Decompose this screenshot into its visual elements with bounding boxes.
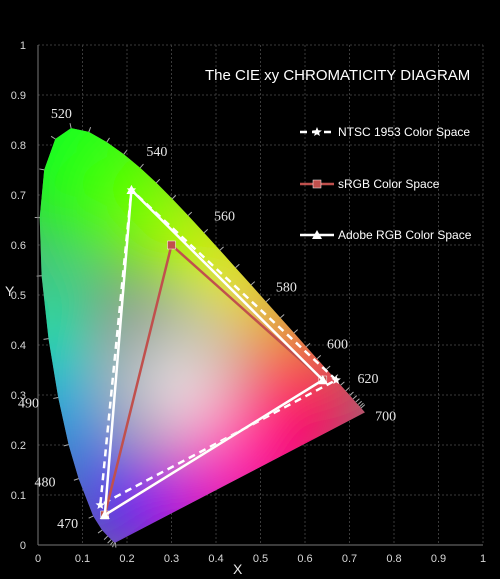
fill-blob [39, 345, 105, 445]
axes: 0 0.1 0.2 0.3 0.4 0.5 0.6 0.7 0.8 0.9 1 0 0.1 0.2 0.3 0… [11, 40, 486, 565]
locus-tick [280, 314, 285, 319]
locus-tick [235, 263, 240, 269]
x-tick-label: 0.7 [342, 553, 357, 565]
wavelength-label: 700 [375, 410, 396, 425]
y-tick-label: 0 [20, 540, 26, 552]
locus-tick [349, 391, 354, 396]
locus-tick [219, 246, 224, 251]
series-marker-star [312, 127, 322, 136]
series-marker-triangle [99, 510, 110, 519]
x-tick-label: 0.3 [164, 553, 179, 565]
y-tick-label: 0.5 [11, 290, 26, 302]
series-marker-square [167, 240, 176, 250]
y-tick-label: 0.2 [11, 440, 26, 452]
x-tick-label: 0.6 [297, 553, 312, 565]
locus-tick [187, 211, 193, 216]
locus-tick [171, 195, 177, 200]
locus-tick [139, 163, 144, 169]
locus-tick [107, 539, 112, 544]
series-marker-triangle [317, 375, 328, 384]
locus-tick [360, 404, 366, 409]
locus-tick [53, 397, 59, 399]
wavelength-label: 620 [357, 372, 378, 387]
y-axis-label: Y [5, 283, 15, 299]
locus-tick [73, 478, 79, 481]
series-marker-star [331, 375, 341, 384]
legend-label: sRGB Color Space [338, 177, 440, 191]
series-line [103, 188, 325, 517]
wavelength-label: 520 [51, 107, 72, 122]
wavelength-label: 470 [57, 517, 78, 532]
locus-tick [88, 515, 94, 519]
x-tick-label: 1 [480, 553, 486, 565]
series-marker-triangle [126, 185, 137, 194]
legend-label: NTSC 1953 Color Space [338, 125, 470, 139]
wavelength-label: 540 [146, 145, 167, 160]
fill-blob [39, 270, 92, 370]
fill-blob [82, 500, 136, 543]
wavelength-label: 580 [276, 281, 297, 296]
locus-tick [88, 127, 92, 133]
locus-tick-marks [34, 123, 366, 548]
chart-title: The CIE xy CHROMATICITY DIAGRAM [205, 67, 470, 84]
locus-tick [43, 338, 49, 340]
y-tick-label: 0.4 [11, 340, 26, 352]
locus-tick [155, 178, 161, 184]
locus-tick [355, 398, 360, 403]
locus-tick [352, 395, 358, 400]
locus-tick [203, 229, 209, 234]
series-marker-star [95, 500, 106, 509]
y-tick-label: 0.6 [11, 240, 26, 252]
fill-blob [131, 330, 221, 430]
y-tick-label: 0.8 [11, 140, 26, 152]
series-marker-triangle [312, 230, 322, 239]
x-tick-label: 0.5 [253, 553, 268, 565]
x-tick-label: 0.9 [431, 553, 446, 565]
locus-tick [345, 387, 350, 392]
locus-tick [97, 529, 103, 534]
locus-tick [50, 135, 56, 140]
locus-tick [359, 402, 364, 407]
series-marker-square [312, 179, 322, 189]
locus-tick [250, 281, 256, 286]
y-tick-label: 0.9 [11, 90, 26, 102]
legend: NTSC 1953 Color Space sRGB Color Space Ado… [300, 125, 472, 242]
y-tick-label: 0.7 [11, 190, 26, 202]
locus-tick [326, 365, 331, 370]
wavelength-label: 490 [18, 397, 39, 412]
x-tick-label: 0 [35, 553, 41, 565]
series-triangle [99, 185, 328, 519]
locus-tick [293, 329, 299, 334]
locus-tick [39, 168, 45, 171]
locus-tick [123, 149, 128, 155]
x-tick-label: 0.8 [386, 553, 401, 565]
wavelength-label: 480 [34, 476, 55, 491]
locus-tick [305, 343, 311, 348]
locus-tick [106, 137, 110, 143]
x-tick-label: 0.2 [119, 553, 134, 565]
locus-tick [63, 444, 69, 447]
legend-label: Adobe RGB Color Space [338, 228, 472, 242]
locus-tick [103, 535, 109, 540]
wavelength-labels: 470 480 490 520 540 560 580 600 620 700 [18, 107, 396, 532]
locus-tick [340, 381, 345, 386]
locus-tick [357, 400, 363, 405]
x-axis-label: X [233, 561, 243, 577]
locus-tick [316, 355, 322, 360]
locus-tick [69, 123, 72, 129]
wavelength-label: 560 [214, 210, 235, 225]
x-tick-label: 0.1 [75, 553, 90, 565]
x-tick-label: 0.4 [208, 553, 223, 565]
y-tick-label: 1 [20, 40, 26, 52]
y-tick-label: 0.1 [11, 490, 26, 502]
wavelength-label: 600 [327, 338, 348, 353]
series-line [99, 188, 338, 507]
y-tick-label: 0.3 [11, 390, 26, 402]
locus-tick [265, 297, 271, 303]
color-space-series [95, 185, 341, 520]
